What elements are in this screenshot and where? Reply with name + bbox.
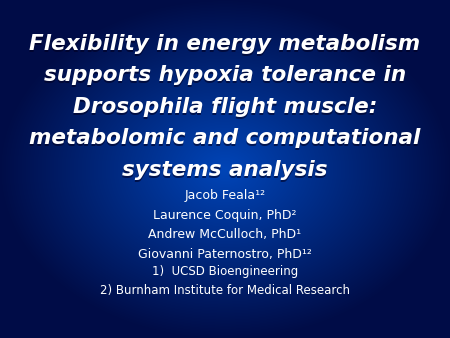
Text: Giovanni Paternostro, PhD¹²: Giovanni Paternostro, PhD¹² <box>138 248 312 261</box>
Text: Jacob Feala¹²: Jacob Feala¹² <box>184 189 266 202</box>
Text: systems analysis: systems analysis <box>122 160 328 179</box>
Text: metabolomic and computational: metabolomic and computational <box>29 130 421 150</box>
Text: Drosophila flight muscle:: Drosophila flight muscle: <box>73 97 377 117</box>
Text: Drosophila flight muscle:: Drosophila flight muscle: <box>73 99 377 119</box>
Text: 1)  UCSD Bioengineering: 1) UCSD Bioengineering <box>152 265 298 278</box>
Text: Laurence Coquin, PhD²: Laurence Coquin, PhD² <box>153 209 297 222</box>
Text: Flexibility in energy metabolism: Flexibility in energy metabolism <box>29 34 421 54</box>
Text: systems analysis: systems analysis <box>122 162 328 182</box>
Text: Andrew McCulloch, PhD¹: Andrew McCulloch, PhD¹ <box>148 228 302 241</box>
Text: supports hypoxia tolerance in: supports hypoxia tolerance in <box>44 67 406 87</box>
Text: metabolomic and computational: metabolomic and computational <box>29 128 421 148</box>
Text: Flexibility in energy metabolism: Flexibility in energy metabolism <box>29 36 421 56</box>
Text: supports hypoxia tolerance in: supports hypoxia tolerance in <box>44 65 406 85</box>
Text: 2) Burnham Institute for Medical Research: 2) Burnham Institute for Medical Researc… <box>100 284 350 297</box>
